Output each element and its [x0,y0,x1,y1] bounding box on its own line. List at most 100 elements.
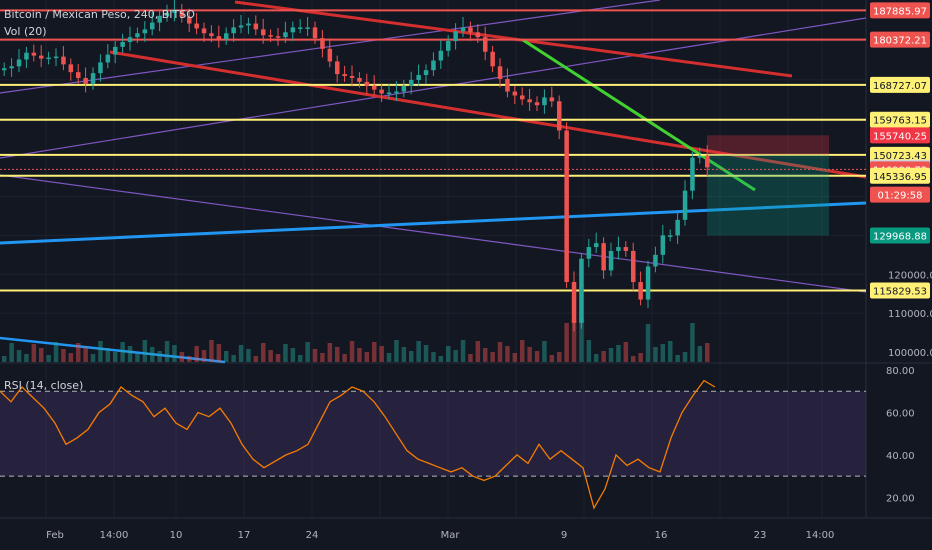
candle-body [216,36,222,40]
volume-bar [364,352,370,362]
green-trendline [522,38,756,192]
candle-body [142,29,148,34]
volume-bar [2,356,7,362]
volume-bar [460,340,466,362]
volume-bar [623,342,629,362]
volume-bar [401,347,407,362]
volume-bar [298,355,303,362]
candle-body [76,72,81,78]
volume-bar [127,346,133,362]
price-axis-label [870,282,930,299]
symbol-title[interactable]: Bitcoin / Mexican Peso, 240, BITSO [4,8,195,21]
volume-bar [275,354,281,362]
rsi-tick-label: 20.00 [886,493,915,504]
candle-body [283,32,288,38]
time-tick-label: 14:00 [100,530,129,541]
candle-body [39,55,44,59]
candle-body [68,64,74,73]
candle-body [394,91,399,94]
candle-body [224,33,229,40]
price-axis-label-text: 168727.07 [873,81,927,92]
volume-bar [246,349,251,362]
candle-body [305,27,310,29]
volume-bar [172,345,177,362]
purple-trendline-lower [0,174,867,293]
candle-body [372,85,377,90]
candle-body [179,9,185,17]
volume-bar [105,348,111,362]
price-tick-label: 120000.00 [888,270,932,281]
time-tick-label: 14:00 [806,530,835,541]
candle-body [601,243,606,271]
candle-body [549,97,555,102]
candle-body [527,99,532,103]
time-tick-label: 9 [561,530,567,541]
candle-body [61,56,66,65]
volume-bar [305,342,310,362]
candle-body [431,60,436,71]
price-axis-label-text: 180372.21 [873,36,927,47]
candle-body [534,102,540,106]
volume-bar [164,341,170,362]
price-axis-label-text: 145336.95 [873,172,927,183]
price-axis-label [870,76,930,93]
volume-bar [586,340,592,362]
volume-bar [431,352,436,362]
candle-body [616,247,621,251]
candle-body [416,75,421,80]
volume-bar [668,341,673,362]
candle-body [653,254,658,267]
candle-body [105,54,111,63]
time-tick-label: 10 [170,530,183,541]
rsi-indicator-label[interactable]: RSI (14, close) [4,379,84,392]
candle-body [520,95,525,100]
price-axis-label-text: 187885.97 [873,6,927,17]
candle-body [401,85,407,92]
rsi-tick-label: 80.00 [886,366,915,377]
candle-body [231,27,236,34]
volume-bar [179,352,185,362]
candle-body [608,250,614,271]
volume-bar [631,356,636,362]
price-axis-label [870,227,930,244]
candle-body [113,46,118,55]
candle-body [261,29,266,36]
volume-bar [527,347,532,362]
volume-bar [16,350,22,362]
candle-body [9,66,14,69]
candle-body [16,59,22,67]
blue-trendline-lower [0,336,226,364]
volume-bar [201,350,207,362]
candle-body [312,27,318,39]
price-axis-label [870,186,930,203]
candle-body [364,81,370,86]
time-tick-label: 16 [655,530,668,541]
volume-bar [490,352,495,362]
volume-bar [142,340,148,362]
volume-bar [423,345,429,362]
volume-bar [394,340,399,362]
price-axis-label [870,2,930,19]
volume-bar [194,346,199,362]
volume-indicator-label[interactable]: Vol (20) [4,25,47,38]
candle-body [579,258,584,323]
volume-bar [320,353,325,362]
candle-body [209,33,214,37]
volume-bar [505,346,510,362]
candle-body [342,74,347,77]
candle-body [157,15,162,23]
candle-body [349,76,355,78]
price-axis-label-text: 159763.15 [873,116,927,127]
volume-bar [261,343,266,362]
volume-bar [39,348,44,362]
candle-body [564,130,569,283]
rsi-tick-label: 40.00 [886,451,915,462]
price-axis-label-text: 150723.43 [873,151,927,162]
price-axis-label [870,167,930,184]
volume-bar [24,354,29,362]
price-tick-label: 100000.00 [888,348,932,359]
volume-bar [283,344,288,362]
volume-bar [638,353,643,362]
volume-bar [46,355,51,362]
